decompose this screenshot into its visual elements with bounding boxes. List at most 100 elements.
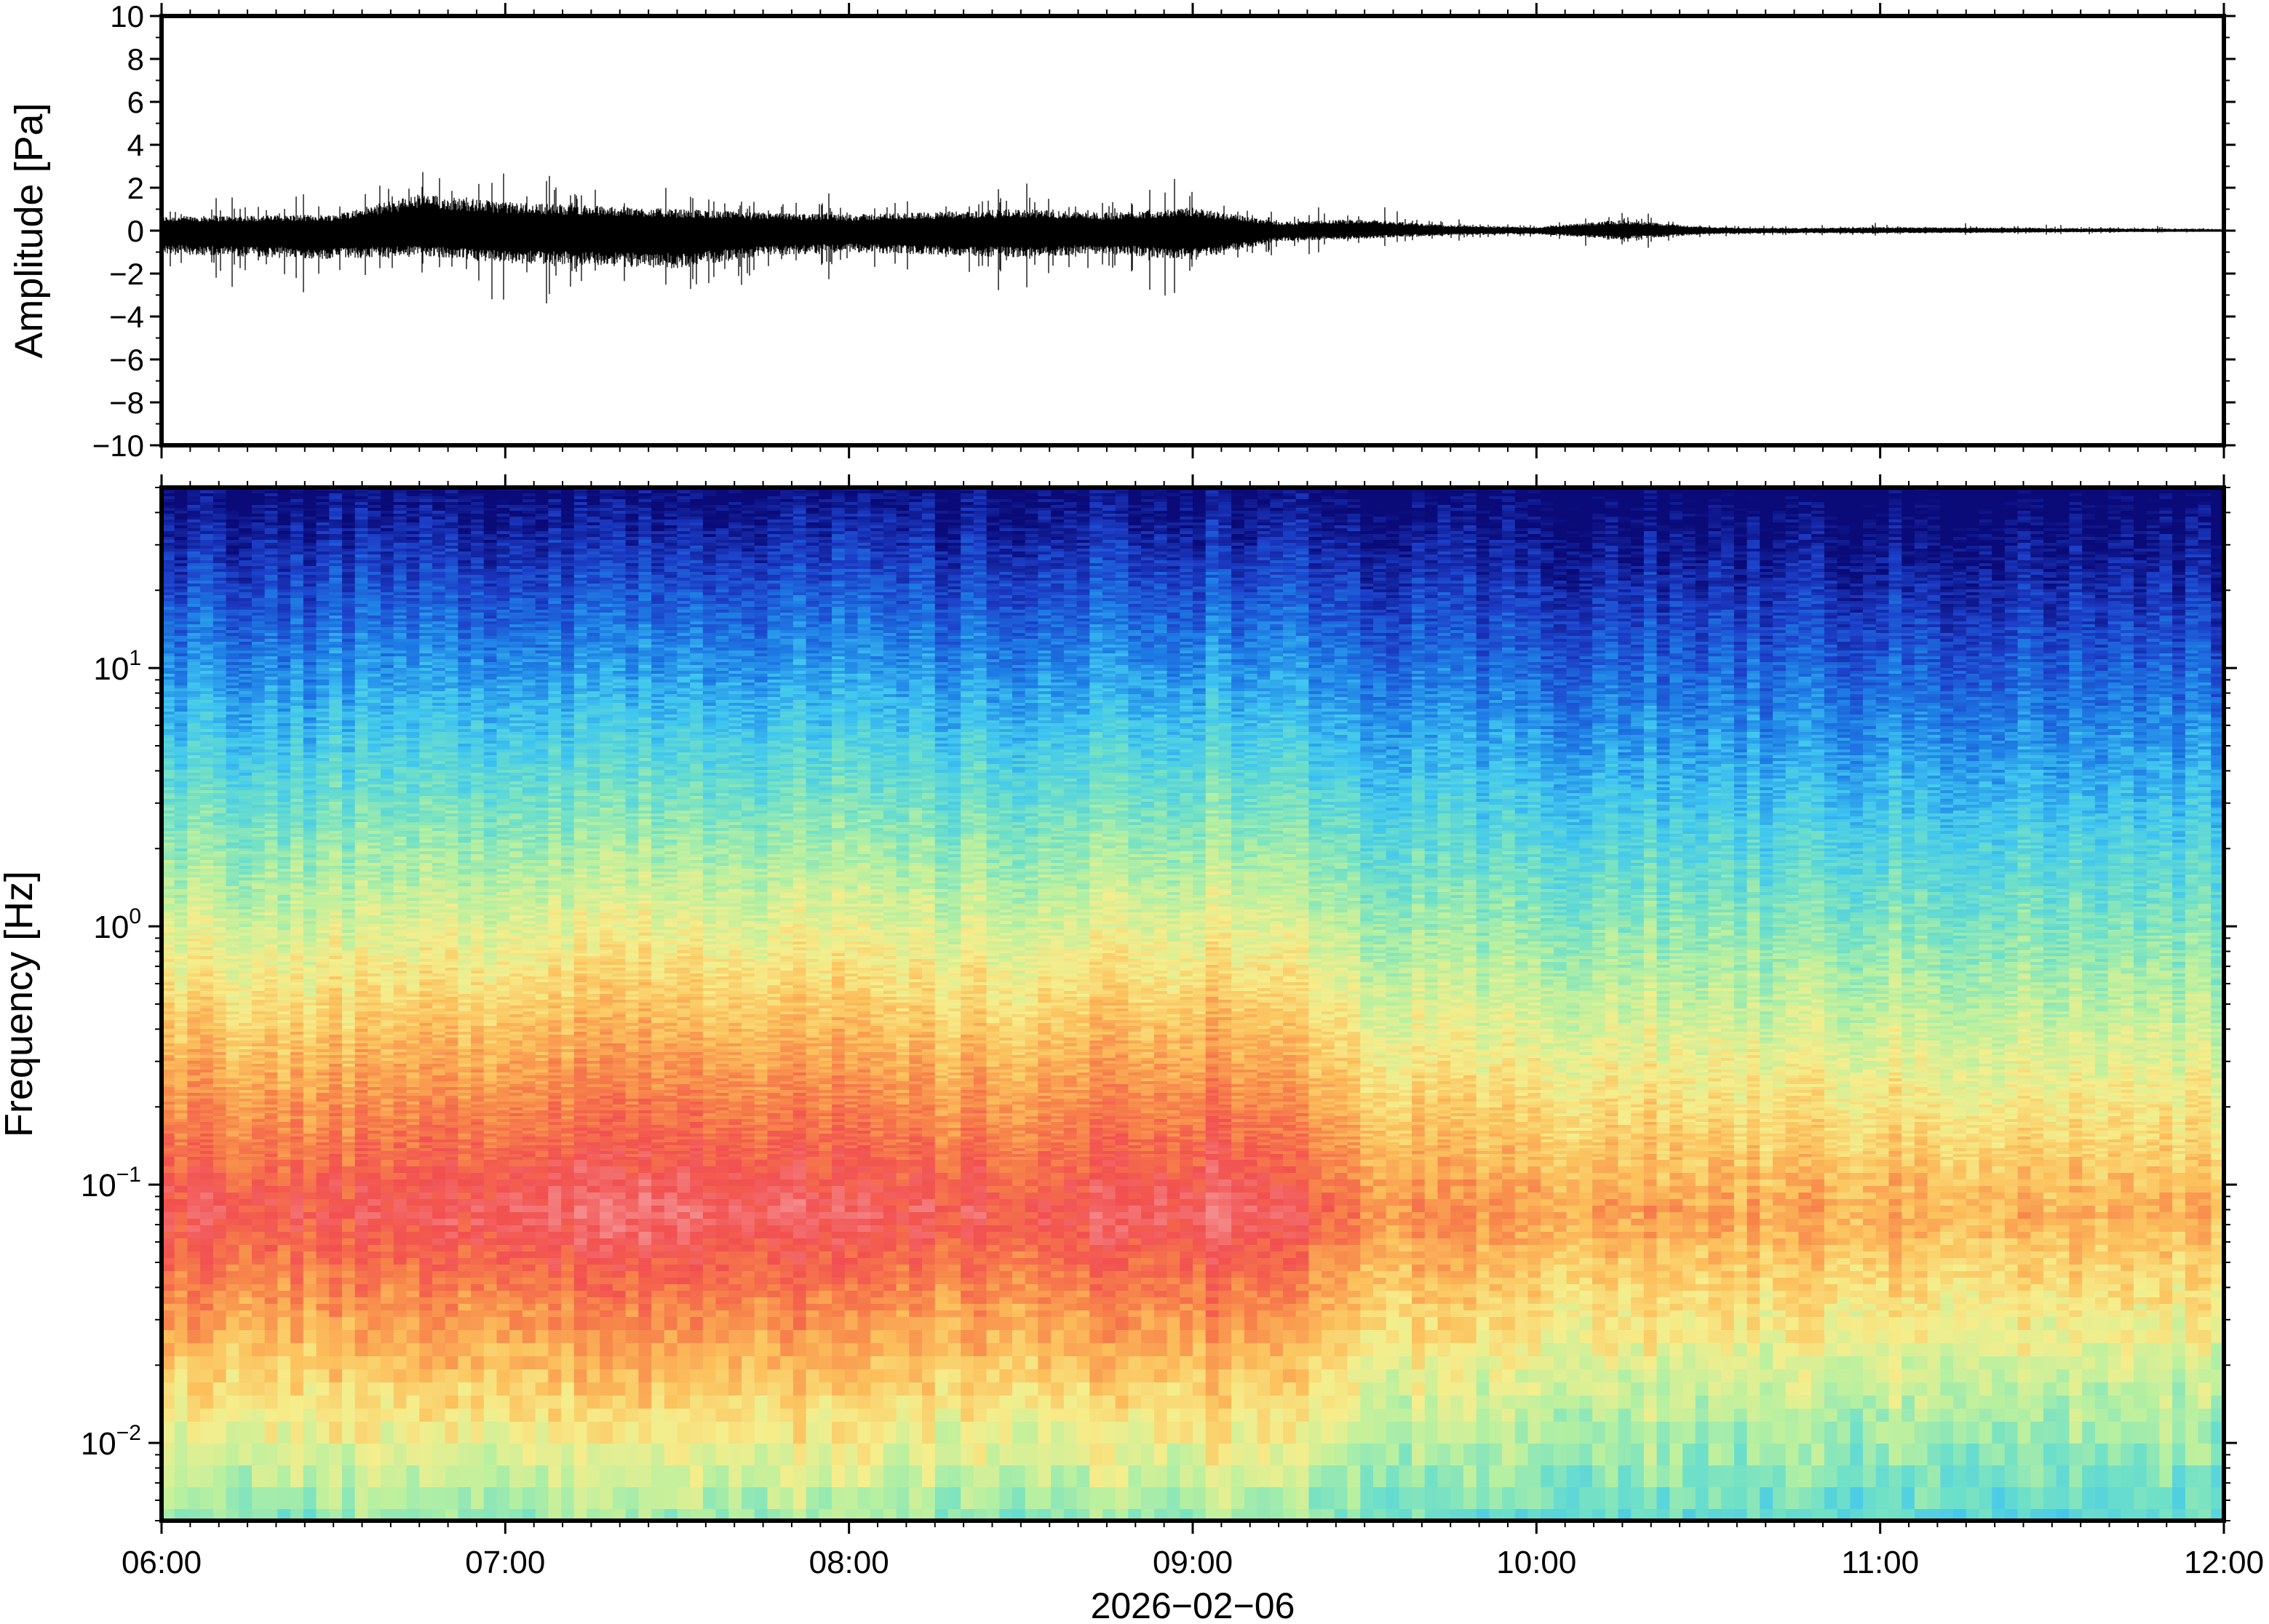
spectrogram-cell (213, 947, 226, 951)
spectrogram-cell (213, 860, 226, 864)
spectrogram-cell (239, 1064, 252, 1067)
spectrogram-cell (187, 1084, 200, 1088)
spectrogram-cell (175, 1026, 188, 1030)
spectrogram-cell (187, 976, 200, 980)
spectrogram-cell (239, 982, 252, 986)
spectrogram-cell (200, 581, 213, 584)
spectrogram-cell (213, 968, 226, 971)
spectrogram-cell (200, 921, 213, 925)
spectrogram-cell (175, 1008, 188, 1012)
spectrogram-cell (252, 569, 265, 573)
spectrogram-cell (252, 1055, 265, 1059)
spectrogram-cell (175, 979, 188, 983)
spectrogram-cell (239, 563, 252, 567)
spectrogram-cell (265, 717, 278, 721)
spectrogram-cell (239, 528, 252, 532)
spectrogram-cell (226, 595, 239, 599)
spectrogram-cell (252, 490, 265, 494)
spectrogram-cell (213, 1265, 226, 1272)
spectrogram-cell (200, 813, 213, 817)
spectrogram-cell (200, 909, 213, 913)
spectrogram-cell (200, 557, 213, 561)
spectrogram-cell (175, 1304, 188, 1311)
spectrogram-cell (226, 499, 239, 503)
spectrogram-cell (175, 845, 188, 849)
spectrogram-cell (187, 697, 200, 701)
spectrogram-cell (277, 1142, 290, 1146)
spectrogram-cell (187, 877, 200, 881)
spectrogram-cell (175, 560, 188, 564)
spectrogram-cell (277, 490, 290, 494)
spectrogram-cell (252, 1038, 265, 1041)
spectrogram-cell (239, 621, 252, 625)
spectrogram-cell (213, 1179, 226, 1187)
spectrogram-cell (239, 985, 252, 989)
spectrogram-cell (187, 616, 200, 619)
spectrogram-cell (239, 584, 252, 587)
spectrogram-cell (175, 659, 188, 663)
spectrogram-cell (239, 715, 252, 718)
spectrogram-cell (187, 950, 200, 954)
spectrogram-cell (265, 607, 278, 610)
spectrogram-cell (226, 613, 239, 616)
spectrogram-cell (277, 1145, 290, 1149)
spectrogram-cell (175, 802, 188, 805)
spectrogram-cell (200, 554, 213, 558)
spectrogram-cell (252, 1035, 265, 1038)
spectrogram-cell (213, 976, 226, 980)
spectrogram-cell (226, 624, 239, 628)
spectrogram-cell (252, 959, 265, 963)
spectrogram-cell (213, 726, 226, 730)
spectrogram-cell (239, 1186, 252, 1193)
spectrogram-cell (226, 508, 239, 512)
spectrogram-cell (213, 1160, 226, 1167)
spectrogram-cell (187, 662, 200, 666)
spectrogram-cell (252, 549, 265, 552)
spectrogram-cell (187, 1046, 200, 1050)
spectrogram-cell (187, 843, 200, 846)
spectrogram-cell (187, 549, 200, 552)
spectrogram-cell (239, 653, 252, 657)
spectrogram-cell (277, 1465, 290, 1488)
spectrogram-cell (265, 1487, 278, 1510)
spectrogram-cell (265, 875, 278, 878)
spectrogram-cell (239, 1173, 252, 1180)
spectrogram-cell (265, 738, 278, 741)
spectrogram-cell (187, 610, 200, 613)
spectrogram-cell (239, 1304, 252, 1311)
spectrogram-cell (277, 665, 290, 669)
spectrogram-cell (226, 1166, 239, 1174)
spectrogram-cell (239, 790, 252, 794)
spectrogram-cell (213, 534, 226, 538)
spectrogram-cell (187, 621, 200, 625)
spectrogram-cell (239, 665, 252, 669)
spectrogram-cell (200, 1219, 213, 1226)
spectrogram-cell (175, 1265, 188, 1272)
spectrogram-cell (226, 994, 239, 998)
spectrogram-cell (187, 848, 200, 852)
spectrogram-cell (265, 1000, 278, 1003)
spectrogram-cell (252, 912, 265, 916)
spectrogram-cell (213, 781, 226, 785)
spectrogram-cell (239, 1017, 252, 1021)
spectrogram-cell (175, 697, 188, 701)
spectrogram-cell (239, 898, 252, 901)
spectrogram-cell (187, 1058, 200, 1062)
spectrogram-cell (175, 543, 188, 546)
spectrogram-cell (265, 822, 278, 826)
spectrogram-cell (239, 1020, 252, 1024)
spectrogram-cell (239, 502, 252, 506)
spectrogram-cell (187, 1040, 200, 1044)
spectrogram-cell (200, 1310, 213, 1318)
spectrogram-cell (265, 1052, 278, 1056)
spectrogram-cell (187, 517, 200, 520)
spectrogram-cell (213, 595, 226, 599)
spectrogram-cell (239, 694, 252, 698)
spectrogram-cell (277, 674, 290, 677)
spectrogram-cell (277, 1000, 290, 1003)
spectrogram-cell (252, 633, 265, 637)
spectrogram-cell (252, 1297, 265, 1305)
spectrogram-cell (252, 1219, 265, 1226)
spectrogram-cell (213, 1113, 226, 1117)
spectrogram-cell (213, 787, 226, 791)
